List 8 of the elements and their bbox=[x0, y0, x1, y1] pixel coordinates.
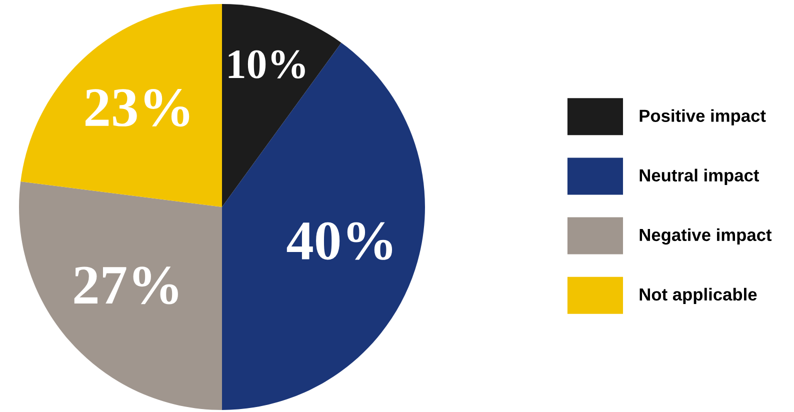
data-label: 23% bbox=[86, 88, 190, 127]
legend-label: Positive impact bbox=[640, 109, 766, 126]
legend-label: Not applicable bbox=[640, 288, 757, 304]
data-label: 10% bbox=[228, 50, 305, 78]
data-label: 27% bbox=[74, 266, 178, 304]
data-label: 40% bbox=[286, 222, 392, 260]
legend-label: Neutral impact bbox=[640, 168, 760, 185]
legend-label: Negative impact bbox=[640, 228, 772, 245]
